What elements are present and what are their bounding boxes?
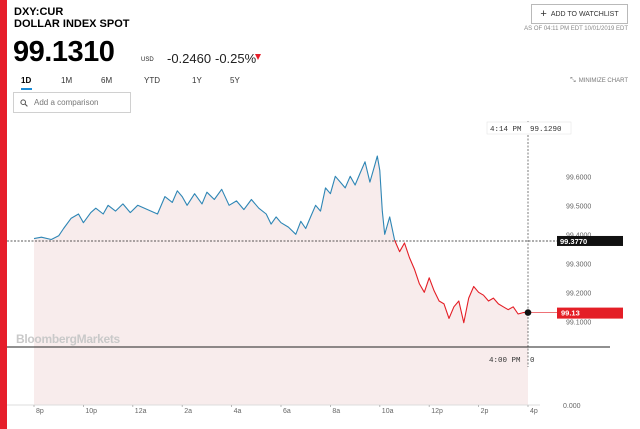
bottom-time-label: 4:00 PM [489, 357, 521, 365]
x-tick-label: 8p [36, 408, 44, 415]
chart-area-fill [34, 156, 528, 405]
y-tick-label: 99.5000 [566, 203, 591, 210]
down-arrow-icon [255, 54, 261, 60]
previous-close-tag [557, 235, 623, 246]
tab-5y[interactable]: 5Y [230, 76, 240, 85]
bloomberg-markets-watermark: BloombergMarkets [16, 332, 120, 346]
x-tick-label: 8a [332, 408, 340, 415]
comparison-search[interactable] [13, 92, 131, 113]
current-value-label: 99.13 [561, 309, 580, 318]
x-tick-label: 2p [481, 408, 489, 415]
crosshair-value-label: 99.1290 [530, 126, 562, 134]
x-tick-label: 4p [530, 408, 538, 415]
collapse-arrows-icon: ⤡ [570, 77, 576, 84]
crosshair-top-readout-box [486, 121, 572, 135]
tab-ytd[interactable]: YTD [144, 76, 160, 85]
plus-icon: + [540, 8, 547, 20]
accent-bar [0, 0, 7, 429]
x-tick-label: 12a [135, 408, 147, 415]
y-tick-label: 99.1000 [566, 319, 591, 326]
minimize-label: MINIMIZE CHART [578, 78, 628, 84]
previous-close-value: 99.3770 [560, 237, 587, 246]
x-tick-label: 2a [184, 408, 192, 415]
x-tick-label: 6a [283, 408, 291, 415]
tab-1d[interactable]: 1D [21, 76, 32, 85]
y-tick-label: 99.2000 [566, 290, 591, 297]
active-tab-indicator [21, 88, 32, 90]
watchlist-label: ADD TO WATCHLIST [550, 10, 619, 18]
ticker-symbol: DXY:CUR [14, 6, 64, 18]
bottom-value-label: 0 [530, 357, 535, 365]
x-tick-label: 10a [382, 408, 394, 415]
price-chart[interactable]: 99.6000 99.5000 99.4000 99.3000 99.2000 99.10… [0, 115, 640, 429]
tab-6m[interactable]: 6M [101, 76, 113, 85]
x-tick-label: 10p [85, 408, 97, 415]
add-to-watchlist-button[interactable]: + ADD TO WATCHLIST [531, 4, 628, 24]
price-change: -0.2460 [167, 51, 212, 66]
y-zero-label: 0.000 [563, 403, 581, 410]
crosshair-dot [524, 309, 532, 316]
y-tick-label: 99.6000 [566, 174, 591, 181]
y-tick-label: 99.4000 [566, 232, 591, 239]
price-line-series [33, 155, 396, 241]
last-price: 99.1310 [13, 36, 115, 68]
minimize-chart-button[interactable]: ⤡ MINIMIZE CHART [570, 77, 628, 85]
comparison-input[interactable] [34, 98, 124, 107]
current-value-tag [557, 307, 623, 319]
x-tick-label: 4a [234, 408, 242, 415]
y-tick-label: 99.3000 [566, 261, 591, 268]
security-name: DOLLAR INDEX SPOT [14, 18, 130, 30]
x-tick-label: 12p [431, 408, 443, 415]
price-change-percent: -0.25% [215, 51, 257, 66]
tab-1y[interactable]: 1Y [192, 76, 202, 85]
search-icon [20, 98, 28, 107]
currency-label: USD [141, 57, 154, 63]
crosshair-time-label: 4:14 PM [490, 126, 522, 134]
tab-1m[interactable]: 1M [61, 76, 73, 85]
as-of-timestamp: AS OF 04:11 PM EDT 10/01/2019 EDT [524, 26, 628, 32]
price-line-series [394, 239, 529, 324]
